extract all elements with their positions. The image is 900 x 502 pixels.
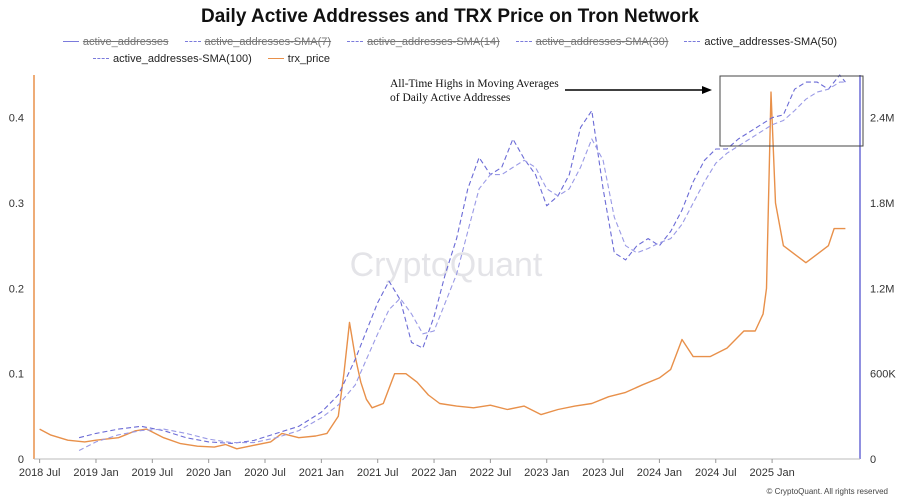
annotation-line-1: All-Time Highs in Moving Averages — [390, 78, 559, 90]
legend-label: active_addresses — [82, 35, 169, 48]
legend-swatch-sma30 — [515, 41, 532, 42]
left-tick-label: 0.2 — [9, 283, 24, 295]
legend-swatch-trx-price — [267, 58, 284, 59]
left-tick-label: 0.1 — [9, 369, 24, 381]
legend-row-1: active_addresses active_addresses-SMA(7)… — [0, 33, 900, 50]
legend-item-sma14[interactable]: active_addresses-SMA(14) — [347, 36, 500, 48]
legend-swatch-active-addresses — [62, 41, 79, 42]
ath-highlight-box — [719, 75, 864, 147]
x-tick-label: 2021 Jul — [357, 467, 399, 479]
legend-swatch-sma7 — [184, 41, 201, 42]
annotation-group: All-Time Highs in Moving Averages of Dai… — [390, 75, 864, 147]
legend-label: active_addresses-SMA(50) — [704, 35, 838, 48]
chart-axes: 0 0.1 0.2 0.3 0.4 0 600K 1.2M 1.8M 2.4M 2018 Jul 20… — [9, 75, 896, 479]
x-tick-label: 2024 Jan — [637, 467, 682, 479]
legend-item-active-addresses[interactable]: active_addresses — [62, 35, 169, 48]
x-tick-label: 2020 Jul — [244, 467, 286, 479]
right-tick-label: 1.2M — [870, 283, 894, 295]
series-line-active-addresses-sma-100 — [78, 81, 846, 451]
watermark: CryptoQuant — [350, 246, 543, 284]
x-tick-label: 2022 Jul — [470, 467, 512, 479]
copyright-text: © CryptoQuant. All rights reserved — [766, 487, 889, 496]
legend-row-2: active_addresses-SMA(100) trx_price — [0, 50, 900, 67]
x-tick-label: 2021 Jan — [299, 467, 344, 479]
x-tick-label: 2022 Jan — [411, 467, 456, 479]
legend-swatch-sma100 — [93, 58, 109, 59]
legend-swatch-sma14 — [347, 41, 364, 42]
left-tick-label: 0 — [18, 454, 24, 466]
legend-swatch-sma50 — [684, 41, 701, 42]
right-tick-label: 0 — [870, 454, 876, 466]
left-tick-label: 0.3 — [9, 198, 24, 210]
series-line-active-addresses-sma-50 — [78, 74, 846, 444]
annotation-arrow-head — [702, 86, 712, 94]
legend-item-sma30[interactable]: active_addresses-SMA(30) — [515, 35, 669, 48]
legend-item-sma100[interactable]: active_addresses-SMA(100) — [93, 53, 252, 65]
x-tick-label: 2019 Jul — [132, 467, 174, 479]
annotation-line-2: of Daily Active Addresses — [390, 92, 511, 104]
legend-label: active_addresses-SMA(14) — [367, 35, 500, 48]
chart-title: Daily Active Addresses and TRX Price on … — [200, 6, 700, 27]
x-tick-label: 2023 Jul — [582, 467, 624, 479]
x-tick-label: 2018 Jul — [19, 467, 61, 479]
right-tick-label: 1.8M — [870, 198, 894, 210]
chart-legend: active_addresses active_addresses-SMA(7)… — [0, 33, 900, 67]
series-line-trx-price — [39, 91, 846, 450]
x-tick-label: 2024 Jul — [695, 467, 737, 479]
legend-item-sma50[interactable]: active_addresses-SMA(50) — [684, 36, 837, 48]
legend-item-sma7[interactable]: active_addresses-SMA(7) — [184, 35, 332, 48]
x-tick-label: 2019 Jan — [73, 467, 118, 479]
legend-item-trx-price[interactable]: trx_price — [267, 52, 330, 65]
right-tick-label: 2.4M — [870, 113, 894, 125]
legend-label: trx_price — [287, 52, 330, 65]
x-tick-label: 2023 Jan — [524, 467, 569, 479]
legend-label: active_addresses-SMA(100) — [113, 52, 252, 65]
right-tick-label: 600K — [870, 369, 896, 381]
chart-series — [39, 74, 846, 451]
legend-label: active_addresses-SMA(7) — [204, 35, 332, 48]
legend-label: active_addresses-SMA(30) — [535, 35, 669, 48]
x-tick-label: 2025 Jan — [749, 467, 794, 479]
x-tick-label: 2020 Jan — [186, 467, 231, 479]
left-tick-label: 0.4 — [9, 113, 24, 125]
